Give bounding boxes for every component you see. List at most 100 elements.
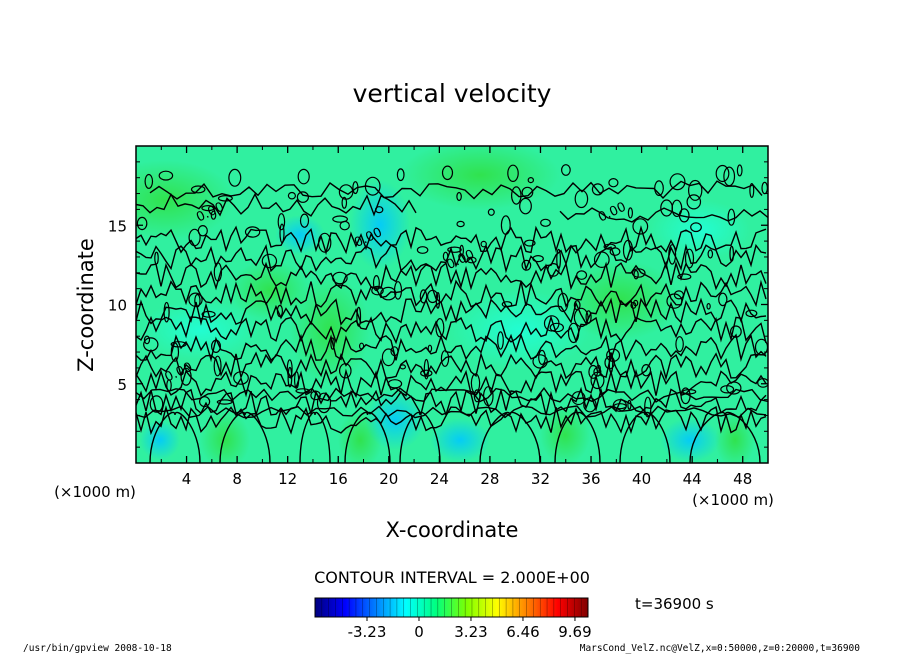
contour-cell: [276, 304, 283, 318]
plot-area: 0.000.000.000.000.00: [135, 145, 769, 464]
contour-line: [479, 411, 541, 463]
field-patch: [365, 390, 425, 450]
contour-cell: [396, 168, 405, 182]
contour-cell: [372, 275, 380, 292]
field-patch: [200, 410, 250, 463]
field-patch: [136, 160, 235, 240]
contour-cell: [166, 379, 172, 392]
contour-cell: [277, 213, 286, 231]
contour-cell: [682, 389, 697, 395]
contour-cell: [332, 215, 349, 223]
colorbar-tick-label: 3.23: [454, 623, 487, 641]
contour-cell: [416, 246, 429, 254]
contour-cell: [574, 189, 589, 209]
contour-cell: [590, 371, 605, 390]
contour-cell: [571, 391, 586, 406]
contour-cell: [170, 341, 187, 348]
contour-cell: [497, 331, 504, 350]
x-tick-label: 24: [430, 470, 449, 488]
contour-line: [399, 411, 441, 463]
contour-cell: [211, 339, 222, 353]
colorbar-ticks: -3.23 0 3.23 6.46 9.69: [348, 617, 592, 641]
contour-cell: [190, 185, 206, 194]
contour-cell: [310, 390, 321, 401]
contour-cell: [299, 213, 310, 228]
contour-cell: [487, 208, 495, 216]
x-tick-label: 32: [531, 470, 550, 488]
contour-cell: [466, 256, 477, 264]
contour-cell: [573, 307, 589, 328]
contour-cell: [673, 290, 685, 300]
contour-cell: [557, 292, 569, 313]
x-tick-label: 4: [182, 470, 192, 488]
x-unit-label-right: (×1000 m): [692, 491, 774, 509]
contour-cell: [745, 309, 758, 318]
contour-cell: [729, 245, 735, 262]
field-patch: [450, 290, 590, 370]
contour-cell: [627, 207, 634, 219]
x-tick-label: 40: [632, 470, 651, 488]
contour-cell: [567, 322, 580, 344]
contour-cell: [686, 194, 702, 210]
contour-cell: [318, 232, 332, 253]
contour-cell: [757, 378, 768, 388]
contour-cell: [480, 240, 487, 248]
contour-cell: [669, 173, 686, 191]
contour-cell: [591, 183, 604, 196]
contour-cell: [154, 251, 159, 265]
contour-line: [136, 405, 767, 436]
contour-cell: [287, 366, 293, 388]
contour-cell: [210, 210, 217, 220]
contour-cell: [527, 177, 535, 184]
contour-cell: [143, 335, 151, 345]
contour-cell: [749, 183, 755, 199]
contour-cell: [547, 263, 560, 277]
contour-line: [219, 411, 271, 463]
contour-cell: [706, 302, 711, 310]
colorbar: -3.23 0 3.23 6.46 9.69: [314, 597, 592, 641]
y-axis-label: Z-coordinate: [74, 238, 98, 372]
contour-cell: [380, 286, 397, 301]
colorbar-tick-label: 9.69: [558, 623, 591, 641]
contour-cell: [510, 186, 522, 205]
contour-cell: [521, 259, 532, 271]
contour-cell: [627, 399, 632, 410]
field-patch: [140, 300, 260, 360]
contour-cell: [523, 239, 536, 247]
contour-cell: [707, 249, 714, 259]
footer-left: /usr/bin/gpview 2008-10-18: [23, 643, 172, 654]
contour-cell: [641, 364, 652, 377]
contour-cell: [727, 208, 736, 226]
y-tick-label: 5: [117, 376, 127, 394]
contour-cell: [217, 195, 233, 202]
contour-cell: [419, 289, 428, 304]
contour-cell: [540, 218, 551, 227]
contour-interval-label: CONTOUR INTERVAL = 2.000E+00: [314, 568, 590, 587]
contour-cell: [644, 396, 652, 418]
contour-cell: [603, 243, 616, 250]
contour-cell: [213, 262, 223, 282]
contour-cell: [297, 168, 310, 185]
field-patch: [430, 418, 490, 462]
contour-line: [554, 411, 601, 463]
contour-cell: [622, 239, 634, 261]
y-tick-label: 10: [108, 297, 127, 315]
contour-cell: [286, 359, 293, 379]
contour-cell: [213, 355, 222, 377]
contour-cell: [420, 369, 433, 377]
contour-cell: [381, 348, 396, 367]
contour-cell: [338, 363, 352, 379]
contour-cell: [456, 220, 465, 228]
contour-cell: [608, 177, 619, 188]
contour-cell: [447, 246, 462, 253]
contour-cell: [473, 389, 481, 403]
contour-cell: [633, 269, 639, 280]
contour-lines: [136, 164, 768, 463]
contour-cell: [677, 273, 692, 281]
contour-cell: [170, 342, 180, 362]
contour-line: [136, 405, 767, 419]
contour-line: [136, 315, 767, 345]
contour-cell: [583, 397, 597, 413]
contour-cell: [163, 301, 170, 323]
contour-cell: [573, 300, 581, 311]
